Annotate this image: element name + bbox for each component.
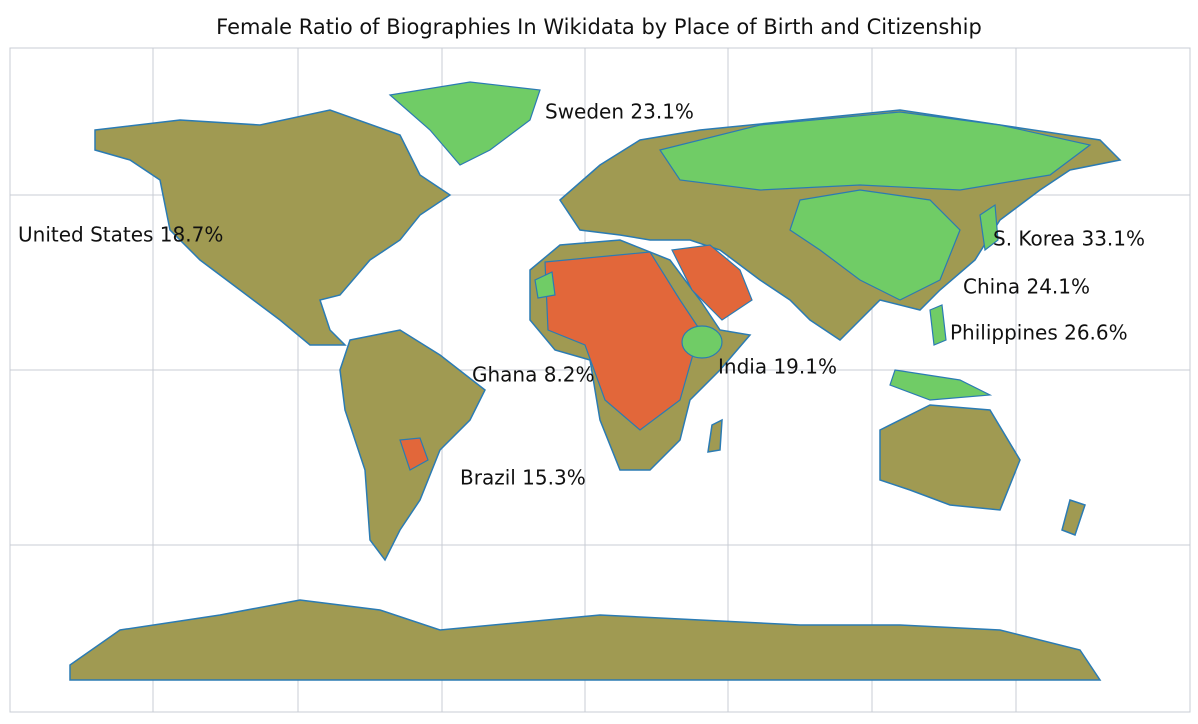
ethiopia [681, 325, 723, 359]
country-label: Brazil 15.3% [460, 466, 586, 490]
map [9, 47, 1191, 713]
title: Female Ratio of Biographies In Wikidata … [216, 15, 982, 39]
paraguay [399, 437, 429, 471]
north-america [94, 109, 452, 346]
north-central-africa [544, 251, 701, 431]
country-label: India 19.1% [718, 355, 837, 379]
country-label: China 24.1% [963, 275, 1090, 299]
madagascar [707, 418, 723, 453]
indonesia [889, 369, 993, 401]
australia [879, 404, 1021, 511]
russia [659, 111, 1092, 191]
arabia [671, 244, 753, 321]
countries [69, 81, 1122, 681]
china [789, 189, 961, 301]
country-label: Sweden 23.1% [545, 100, 694, 124]
japan [979, 203, 999, 252]
country-label: United States 18.7% [18, 223, 223, 247]
greenland [388, 81, 541, 166]
country-label: Philippines 26.6% [950, 321, 1128, 345]
country-label: S. Korea 33.1% [993, 227, 1145, 251]
mauritania [534, 271, 556, 299]
country-label: Ghana 8.2% [472, 363, 595, 387]
new-zealand [1061, 499, 1086, 536]
antarctica [69, 599, 1102, 681]
philippines [929, 304, 947, 346]
